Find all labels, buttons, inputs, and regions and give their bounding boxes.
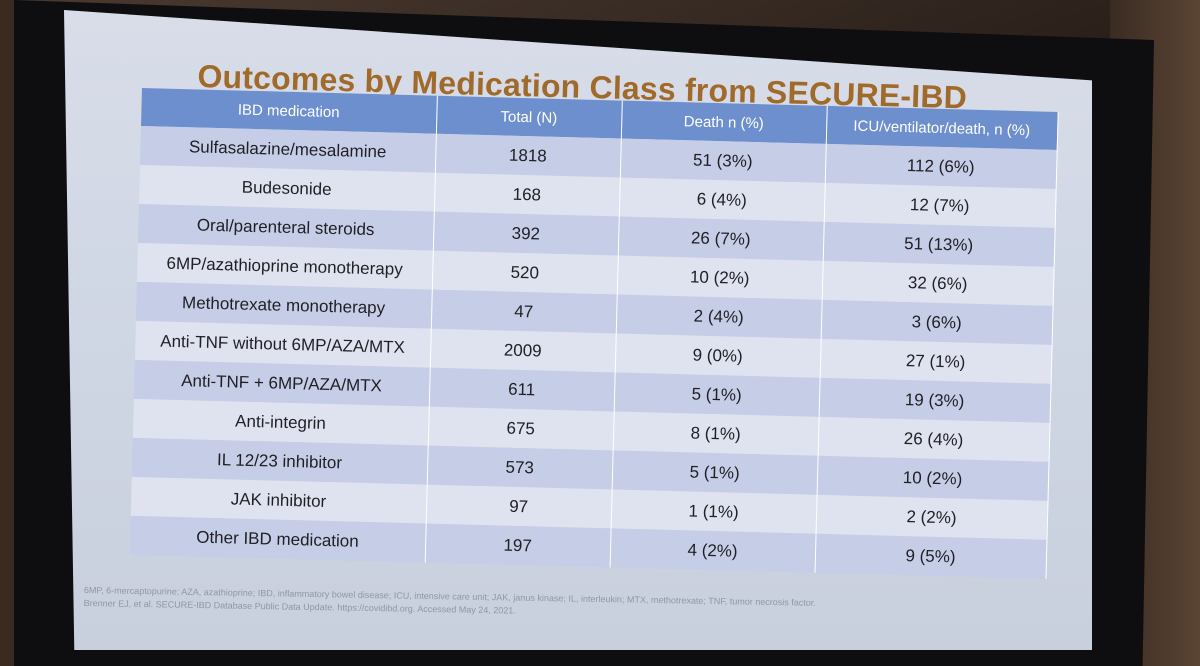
cell-icu: 32 (6%) — [821, 260, 1054, 306]
cell-death: 10 (2%) — [616, 255, 823, 300]
cell-icu: 27 (1%) — [819, 338, 1052, 384]
cell-total: 168 — [433, 172, 620, 217]
cell-icu: 2 (2%) — [815, 494, 1048, 540]
cell-total: 2009 — [429, 328, 616, 373]
cell-total: 1818 — [434, 133, 621, 178]
cell-icu: 51 (13%) — [822, 221, 1055, 267]
cell-icu: 9 (5%) — [814, 533, 1047, 579]
cell-total: 573 — [426, 445, 613, 490]
cell-death: 9 (0%) — [614, 333, 821, 378]
cell-death: 26 (7%) — [617, 216, 824, 261]
cell-icu: 112 (6%) — [824, 143, 1057, 189]
cell-death: 5 (1%) — [611, 450, 818, 495]
cell-total: 197 — [424, 523, 611, 568]
cell-death: 51 (3%) — [619, 138, 826, 183]
header-death: Death n (%) — [620, 100, 827, 144]
cell-total: 520 — [431, 250, 618, 295]
cell-death: 2 (4%) — [615, 294, 822, 339]
outcomes-table-container: IBD medication Total (N) Death n (%) ICU… — [129, 88, 1058, 579]
cell-death: 1 (1%) — [610, 489, 817, 534]
cell-death: 8 (1%) — [612, 411, 819, 456]
cell-icu: 10 (2%) — [816, 455, 1049, 501]
cell-icu: 19 (3%) — [818, 377, 1051, 423]
cell-medication: Other IBD medication — [129, 515, 426, 563]
cell-total: 392 — [432, 211, 619, 256]
cell-death: 5 (1%) — [613, 372, 820, 417]
projected-slide: Outcomes by Medication Class from SECURE… — [64, 10, 1092, 650]
cell-death: 6 (4%) — [618, 177, 825, 222]
cell-total: 611 — [428, 367, 615, 412]
outcomes-table: IBD medication Total (N) Death n (%) ICU… — [129, 88, 1058, 579]
cell-icu: 26 (4%) — [817, 416, 1050, 462]
cell-total: 675 — [427, 406, 614, 451]
cell-total: 97 — [425, 484, 612, 529]
cell-total: 47 — [430, 289, 617, 334]
cell-icu: 3 (6%) — [820, 299, 1053, 345]
header-icu: ICU/ventilator/death, n (%) — [825, 105, 1058, 150]
slide-footnote: 6MP, 6-mercaptopurine; AZA, azathioprine… — [84, 584, 904, 624]
cell-death: 4 (2%) — [609, 528, 816, 573]
cell-icu: 12 (7%) — [823, 182, 1056, 228]
header-total: Total (N) — [435, 95, 622, 139]
